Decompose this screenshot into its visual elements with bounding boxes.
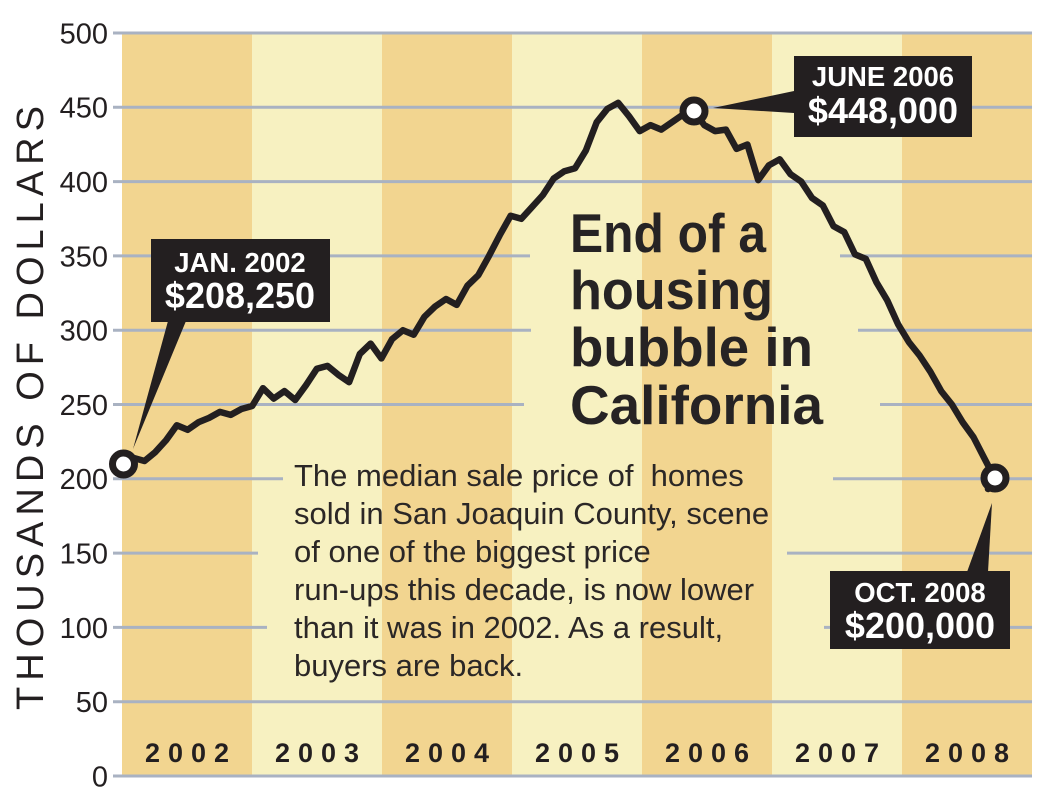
svg-text:run-ups this decade, is now lo: run-ups this decade, is now lower	[294, 572, 754, 607]
svg-text:buyers are back.: buyers are back.	[294, 648, 523, 683]
svg-text:JUNE 2006: JUNE 2006	[812, 61, 954, 92]
svg-text:bubble in: bubble in	[570, 316, 813, 378]
svg-text:sold in San Joaquin County, sc: sold in San Joaquin County, scene	[294, 496, 769, 531]
svg-text:250: 250	[60, 390, 108, 422]
svg-text:200: 200	[60, 464, 108, 496]
svg-text:300: 300	[60, 316, 108, 348]
svg-text:2008: 2008	[925, 738, 1017, 768]
svg-text:50: 50	[76, 687, 108, 719]
svg-text:THOUSANDS OF DOLLARS: THOUSANDS OF DOLLARS	[10, 100, 52, 710]
svg-text:150: 150	[60, 539, 108, 571]
svg-text:The median sale price of home: The median sale price of homes	[294, 458, 744, 493]
svg-text:100: 100	[60, 613, 108, 645]
svg-text:0: 0	[92, 761, 108, 793]
svg-text:of one of the biggest price: of one of the biggest price	[294, 534, 651, 569]
svg-text:500: 500	[60, 18, 108, 50]
svg-text:than it was in 2002. As a resu: than it was in 2002. As a result,	[294, 610, 723, 645]
svg-text:End of a: End of a	[570, 202, 766, 264]
svg-text:2007: 2007	[795, 738, 887, 768]
svg-text:2003: 2003	[275, 738, 367, 768]
svg-text:OCT. 2008: OCT. 2008	[854, 577, 985, 608]
svg-text:housing: housing	[570, 259, 773, 321]
svg-text:450: 450	[60, 93, 108, 125]
svg-text:$448,000: $448,000	[808, 90, 958, 131]
svg-text:2006: 2006	[665, 738, 757, 768]
svg-text:$200,000: $200,000	[845, 605, 995, 646]
svg-text:2005: 2005	[535, 738, 627, 768]
svg-text:400: 400	[60, 167, 108, 199]
svg-text:350: 350	[60, 241, 108, 273]
svg-text:California: California	[570, 374, 823, 436]
svg-text:2004: 2004	[405, 738, 497, 768]
svg-text:JAN. 2002: JAN. 2002	[174, 247, 305, 278]
svg-text:$208,250: $208,250	[165, 275, 315, 316]
svg-text:2002: 2002	[145, 738, 237, 768]
